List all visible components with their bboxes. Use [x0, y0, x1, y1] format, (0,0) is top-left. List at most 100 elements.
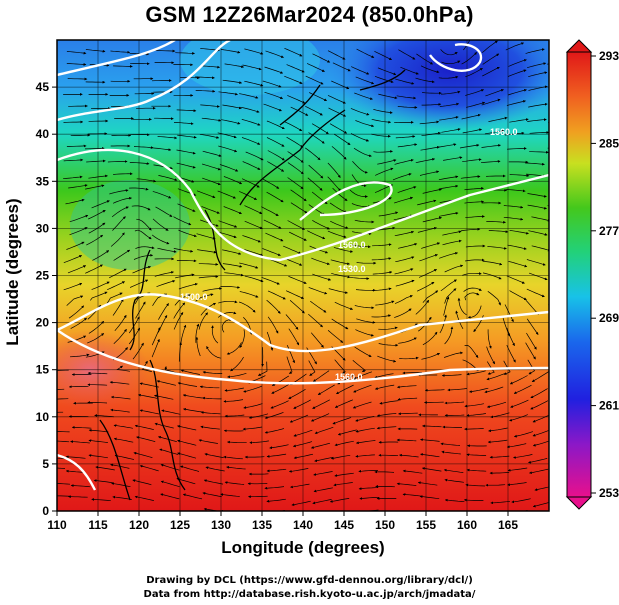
- streamline: [267, 316, 279, 334]
- streamline: [92, 250, 110, 261]
- streamline: [285, 314, 299, 330]
- y-tick-label: 30: [36, 221, 50, 235]
- streamline: [175, 273, 195, 279]
- streamline: [548, 342, 549, 344]
- streamline: [173, 122, 194, 125]
- streamline: [133, 146, 154, 149]
- streamline: [354, 219, 375, 224]
- streamline: [68, 184, 88, 189]
- streamline: [465, 483, 486, 487]
- streamline: [266, 498, 286, 503]
- streamline: [113, 424, 133, 429]
- streamline: [195, 89, 216, 93]
- streamline: [419, 170, 440, 176]
- streamline: [183, 407, 203, 413]
- streamline: [242, 161, 261, 170]
- streamline: [85, 49, 106, 53]
- streamline: [487, 439, 508, 444]
- streamline: [87, 400, 108, 404]
- streamline: [269, 444, 289, 450]
- streamline: [526, 288, 545, 298]
- streamline: [402, 493, 423, 497]
- streamline: [507, 69, 527, 77]
- streamline: [265, 232, 284, 242]
- streamline: [352, 360, 367, 373]
- streamline: [353, 371, 373, 380]
- colorbar-tick-label: 269: [599, 311, 619, 325]
- streamline: [68, 305, 85, 319]
- streamline: [525, 162, 545, 166]
- streamline: [439, 211, 459, 217]
- y-tick-label: 20: [36, 316, 50, 330]
- streamline: [293, 399, 311, 409]
- streamline: [395, 78, 415, 85]
- streamline: [328, 107, 347, 117]
- streamline: [529, 131, 549, 134]
- streamline: [466, 370, 486, 376]
- streamline: [91, 498, 111, 502]
- streamline: [200, 104, 220, 108]
- streamline: [460, 175, 481, 179]
- y-tick-label: 40: [36, 127, 50, 141]
- streamline: [182, 493, 203, 500]
- streamline: [554, 317, 567, 331]
- streamline: [327, 162, 341, 178]
- streamline: [111, 482, 131, 488]
- streamline: [57, 495, 71, 497]
- streamline: [422, 91, 442, 95]
- streamline: [264, 66, 284, 74]
- streamline: [355, 454, 375, 458]
- streamline: [177, 382, 198, 387]
- streamline: [371, 257, 392, 261]
- streamline: [262, 178, 280, 189]
- streamline: [198, 262, 219, 266]
- streamline: [447, 388, 467, 392]
- streamline: [376, 426, 397, 430]
- streamline: [267, 150, 285, 161]
- streamline: [526, 259, 546, 266]
- streamline: [226, 342, 242, 355]
- colorbar-tick-label: 261: [599, 399, 619, 413]
- streamline: [310, 413, 330, 422]
- streamline: [202, 287, 223, 292]
- streamline: [239, 191, 258, 200]
- streamline: [438, 175, 459, 181]
- streamline: [350, 133, 370, 142]
- streamline: [373, 109, 393, 114]
- streamline: [327, 330, 344, 343]
- streamline: [158, 175, 178, 181]
- streamline: [486, 220, 506, 224]
- streamline: [111, 206, 129, 218]
- streamline: [371, 133, 391, 138]
- streamline: [402, 371, 423, 375]
- streamline: [205, 466, 225, 472]
- streamline: [110, 395, 131, 400]
- streamline: [417, 481, 438, 486]
- streamline: [88, 454, 108, 459]
- streamline: [65, 198, 85, 205]
- chart-title: GSM 12Z26Mar2024 (850.0hPa): [145, 2, 474, 27]
- streamline: [327, 95, 346, 104]
- streamline: [480, 160, 501, 164]
- streamline: [241, 137, 261, 145]
- streamline: [396, 482, 417, 486]
- y-tick-label: 10: [36, 410, 50, 424]
- streamline: [395, 256, 415, 263]
- streamline: [244, 48, 264, 55]
- streamline: [331, 318, 349, 330]
- streamline: [355, 427, 375, 433]
- streamline: [261, 206, 279, 217]
- streamline: [314, 456, 334, 463]
- streamline: [506, 100, 526, 106]
- streamline: [397, 143, 418, 148]
- streamline: [85, 264, 103, 274]
- streamline: [308, 313, 323, 328]
- streamline: [113, 513, 132, 515]
- streamline: [508, 59, 527, 67]
- streamline: [221, 119, 241, 125]
- streamline: [392, 173, 412, 181]
- streamline: [376, 413, 397, 417]
- streamline: [160, 480, 180, 488]
- streamline: [195, 293, 214, 302]
- streamline: [314, 426, 334, 434]
